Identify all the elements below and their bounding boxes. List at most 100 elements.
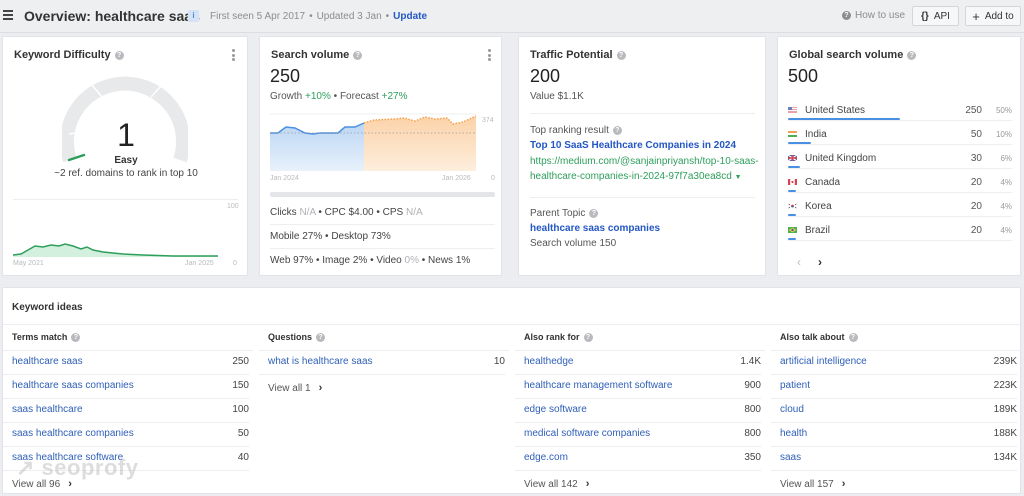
canada-flag-icon [788,179,797,185]
keyword-row[interactable]: healthcare saas 250 [3,351,249,375]
search-volume-value: 250 [270,66,301,86]
country-row-canada[interactable]: Canada 20 4% [788,177,1012,201]
keyword-row[interactable]: saas healthcare 100 [3,399,249,423]
country-share-bar [788,190,796,192]
top-result-url[interactable]: https://medium.com/@sanjainpriyansh/top-… [530,156,759,182]
terms-match-column: Terms match? healthcare saas 250 healthca… [3,325,253,493]
country-share-bar [788,118,900,120]
keyword-row[interactable]: health 188K [771,423,1017,447]
search-volume-chart [270,113,476,171]
add-to-button[interactable]: + Add to [965,6,1021,26]
card-title: Global search volume ? [789,49,917,61]
keyword-row[interactable]: medical software companies 800 [515,423,761,447]
keyword-row[interactable]: edge software 800 [515,399,761,423]
difficulty-history-chart [13,243,218,257]
global-volume-value: 500 [788,66,819,86]
keyword-row[interactable]: edge.com 350 [515,447,761,471]
menu-icon[interactable] [3,10,13,20]
keyword-row[interactable]: saas healthcare companies 50 [3,423,249,447]
difficulty-score: 1 [117,117,135,153]
keyword-row[interactable]: what is healthcare saas 10 [259,351,505,375]
info-badge[interactable]: i [188,10,199,22]
keyword-row[interactable]: patient 223K [771,375,1017,399]
parent-topic-label: Parent Topic ? [530,208,599,219]
country-share-bar [788,142,811,144]
chart-range-scrollbar[interactable] [270,192,495,197]
country-row-korea[interactable]: Korea 20 4% [788,201,1012,225]
clicks-cpc-cps: Clicks N/A • CPC $4.00 • CPS N/A [270,207,423,218]
card-title: Search volume ? [271,49,363,61]
help-icon[interactable]: ? [71,332,81,342]
parent-topic-volume: Search volume 150 [530,238,617,249]
card-title: Traffic Potential ? [530,49,626,61]
more-options-icon[interactable] [487,49,491,61]
top-bar: Overview: healthcare saas i First seen 5… [0,0,1024,33]
traffic-potential-value: 200 [530,66,561,86]
country-share-bar [788,166,800,168]
search-type-split: Web 97% • Image 2% • Video 0% • News 1% [270,255,471,266]
how-to-use-link[interactable]: ? How to use [842,10,905,21]
help-icon[interactable]: ? [583,332,593,342]
global-search-volume-card: Global search volume ? 500 United States… [777,36,1021,276]
chevron-right-icon[interactable]: › [818,255,822,269]
chevron-right-icon: › [318,382,323,394]
watermark-logo: ↗ seoprofy [16,455,139,480]
country-row-uk[interactable]: United Kingdom 30 6% [788,153,1012,177]
help-icon[interactable]: ? [848,332,858,342]
keyword-row[interactable]: healthedge 1.4K [515,351,761,375]
keyword-row[interactable]: artificial intelligence 239K [771,351,1017,375]
help-icon[interactable]: ? [353,50,363,60]
section-title: Keyword ideas [12,302,83,313]
traffic-potential-card: Traffic Potential ? 200 Value $1.1K Top … [518,36,766,276]
help-icon[interactable]: ? [616,50,626,60]
help-icon[interactable]: ? [907,50,917,60]
keyword-row[interactable]: healthcare saas companies 150 [3,375,249,399]
country-share-bar [788,214,796,216]
difficulty-label: Easy [114,155,138,166]
card-title: Keyword Difficulty ? [14,49,124,61]
country-row-us[interactable]: United States 250 50% [788,105,1012,129]
keyword-row[interactable]: cloud 189K [771,399,1017,423]
us-flag-icon [788,107,797,113]
top-ranking-label: Top ranking result ? [530,125,622,136]
caret-down-icon[interactable]: ▼ [734,174,742,181]
uk-flag-icon [788,155,797,161]
chevron-right-icon: › [841,478,846,490]
india-flag-icon [788,131,797,137]
parent-topic-link[interactable]: healthcare saas companies [530,223,661,234]
help-icon[interactable]: ? [316,332,326,342]
keyword-difficulty-card: Keyword Difficulty ? 1 Easy ~2 ref. doma… [2,36,248,276]
view-all-link[interactable]: View all 1 › [268,382,323,394]
update-link[interactable]: Update [393,11,428,22]
plus-icon: + [972,8,980,24]
country-share-bar [788,238,796,240]
also-talk-about-column: Also talk about? artificial intelligence… [771,325,1021,493]
top-result-title-link[interactable]: Top 10 SaaS Healthcare Companies in 2024 [530,140,737,151]
country-pager: ‹ › [797,255,822,269]
view-all-link[interactable]: View all 96 › [12,478,72,490]
help-icon[interactable]: ? [114,50,124,60]
search-volume-card: Search volume ? 250 Growth +10% • Foreca… [259,36,502,276]
api-button[interactable]: {} API [912,6,959,26]
also-rank-for-column: Also rank for? healthedge 1.4K healthcare… [515,325,765,493]
help-icon[interactable]: ? [589,209,599,218]
view-all-link[interactable]: View all 142 › [524,478,590,490]
keyword-row[interactable]: healthcare management software 900 [515,375,761,399]
keyword-ideas-card: Keyword ideas Terms match? healthcare sa… [2,287,1021,494]
more-options-icon[interactable] [231,49,235,61]
chevron-right-icon: › [68,478,72,490]
brazil-flag-icon [788,227,797,233]
country-row-india[interactable]: India 50 10% [788,129,1012,153]
keyword-row[interactable]: saas healthcare software 40 [3,447,249,471]
help-icon: ? [842,11,851,20]
difficulty-gauge [62,76,188,162]
chevron-right-icon: › [585,478,590,490]
chevron-left-icon[interactable]: ‹ [797,255,801,269]
country-row-brazil[interactable]: Brazil 20 4% [788,225,1012,249]
traffic-value: Value $1.1K [530,91,584,102]
growth-forecast: Growth +10% • Forecast +27% [270,91,408,102]
keyword-row[interactable]: saas 134K [771,447,1017,471]
first-seen: First seen 5 Apr 2017 [210,11,306,22]
view-all-link[interactable]: View all 157 › [780,478,846,490]
help-icon[interactable]: ? [612,126,622,135]
